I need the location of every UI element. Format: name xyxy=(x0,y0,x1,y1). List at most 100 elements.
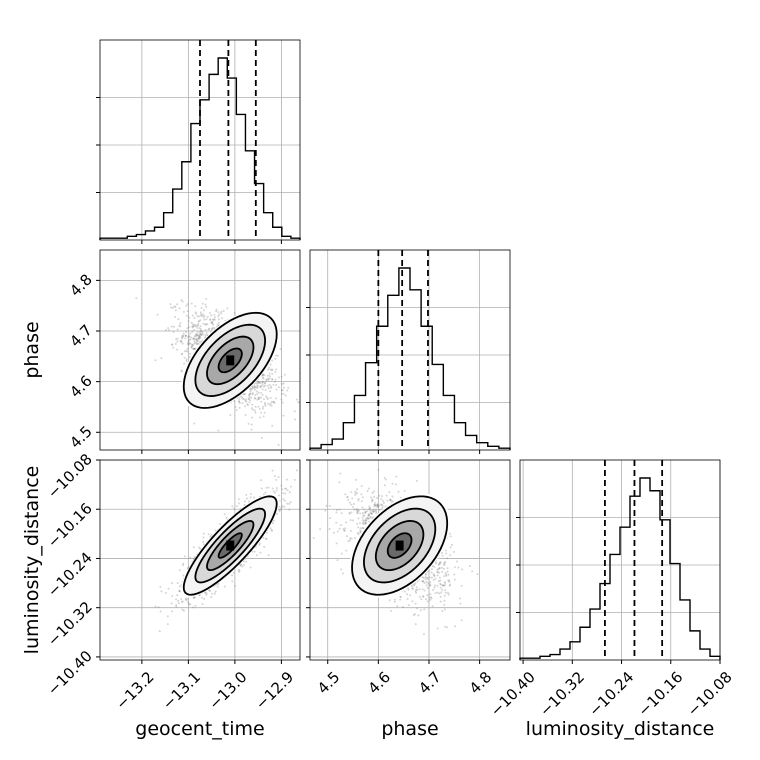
x-tick-label-luminosity_distance: −10.16 xyxy=(635,668,687,720)
sample-point xyxy=(197,342,200,345)
sample-point xyxy=(339,472,342,475)
sample-point xyxy=(192,328,195,331)
sample-point xyxy=(265,395,268,398)
sample-point xyxy=(174,315,177,318)
sample-point xyxy=(442,567,445,570)
sample-point xyxy=(251,393,254,396)
sample-point xyxy=(196,339,199,342)
sample-point xyxy=(217,321,220,324)
sample-point xyxy=(263,381,266,384)
sample-point xyxy=(181,342,184,345)
sample-point xyxy=(268,372,271,375)
x-tick-label-luminosity_distance: −10.32 xyxy=(536,668,588,720)
sample-point xyxy=(174,342,177,345)
sample-point xyxy=(199,325,202,328)
sample-point xyxy=(390,500,393,503)
sample-point xyxy=(371,498,374,501)
sample-point xyxy=(261,380,264,383)
sample-point xyxy=(184,334,187,337)
sample-point xyxy=(297,401,300,404)
sample-point xyxy=(199,547,202,550)
sample-point xyxy=(359,527,362,530)
sample-point xyxy=(267,402,270,405)
sample-point xyxy=(428,584,431,587)
sample-point xyxy=(248,393,251,396)
sample-point xyxy=(215,308,218,311)
sample-point xyxy=(280,392,283,395)
sample-point xyxy=(271,372,274,375)
sample-point xyxy=(439,579,442,582)
sample-point xyxy=(253,384,256,387)
sample-point xyxy=(262,377,265,380)
sample-point xyxy=(439,561,442,564)
sample-point xyxy=(198,546,201,549)
sample-point xyxy=(443,564,446,567)
sample-point xyxy=(359,530,362,533)
sample-point xyxy=(360,493,363,496)
sample-point xyxy=(260,411,263,414)
sample-point xyxy=(236,505,239,508)
sample-point xyxy=(442,575,445,578)
sample-point xyxy=(196,342,199,345)
sample-point xyxy=(245,497,248,500)
sample-point xyxy=(254,386,257,389)
sample-point xyxy=(325,504,328,507)
sample-point xyxy=(251,416,254,419)
sample-point xyxy=(447,593,450,596)
sample-point xyxy=(202,540,205,543)
sample-point xyxy=(199,331,202,334)
sample-point xyxy=(217,582,220,585)
marginal-panel-geocent_time xyxy=(96,39,301,241)
sample-point xyxy=(194,347,197,350)
sample-point xyxy=(269,396,272,399)
sample-point xyxy=(443,584,446,587)
sample-point xyxy=(351,519,354,522)
sample-point xyxy=(263,374,266,377)
sample-point xyxy=(439,596,442,599)
sample-point xyxy=(258,543,261,546)
sample-point xyxy=(280,389,283,392)
contour-line xyxy=(217,347,243,374)
sample-point xyxy=(439,600,442,603)
sample-point xyxy=(204,591,207,594)
sample-point xyxy=(348,501,351,504)
sample-point xyxy=(425,598,428,601)
contour-line xyxy=(206,335,255,386)
sample-point xyxy=(205,592,208,595)
sample-point xyxy=(251,408,254,411)
sample-point xyxy=(197,323,200,326)
sample-point xyxy=(195,312,198,315)
sample-point xyxy=(185,358,188,361)
sample-point xyxy=(280,375,283,378)
sample-point xyxy=(294,418,297,421)
sample-point xyxy=(338,481,341,484)
sample-point xyxy=(260,479,263,482)
sample-point xyxy=(359,531,362,534)
sample-point xyxy=(205,331,208,334)
sample-point xyxy=(265,537,268,540)
sample-point xyxy=(379,503,382,506)
sample-point xyxy=(229,414,232,417)
sample-point xyxy=(413,613,416,616)
sample-point xyxy=(440,566,443,569)
sample-point xyxy=(340,512,343,515)
y-tick-label-luminosity_distance: −10.32 xyxy=(44,598,96,650)
sample-point xyxy=(274,368,277,371)
sample-point xyxy=(189,332,192,335)
sample-point xyxy=(267,554,270,557)
sample-point xyxy=(208,589,211,592)
sample-point xyxy=(171,343,174,346)
sample-point xyxy=(355,508,358,511)
sample-point xyxy=(254,385,257,388)
sample-point xyxy=(281,488,284,491)
sample-point xyxy=(208,327,211,330)
sample-point xyxy=(202,536,205,539)
sample-point xyxy=(270,529,273,532)
sample-point xyxy=(261,388,264,391)
sample-point xyxy=(371,500,374,503)
sample-point xyxy=(419,609,422,612)
sample-point xyxy=(370,512,373,515)
sample-point xyxy=(282,498,285,501)
sample-point xyxy=(170,602,173,605)
sample-point xyxy=(282,492,285,495)
